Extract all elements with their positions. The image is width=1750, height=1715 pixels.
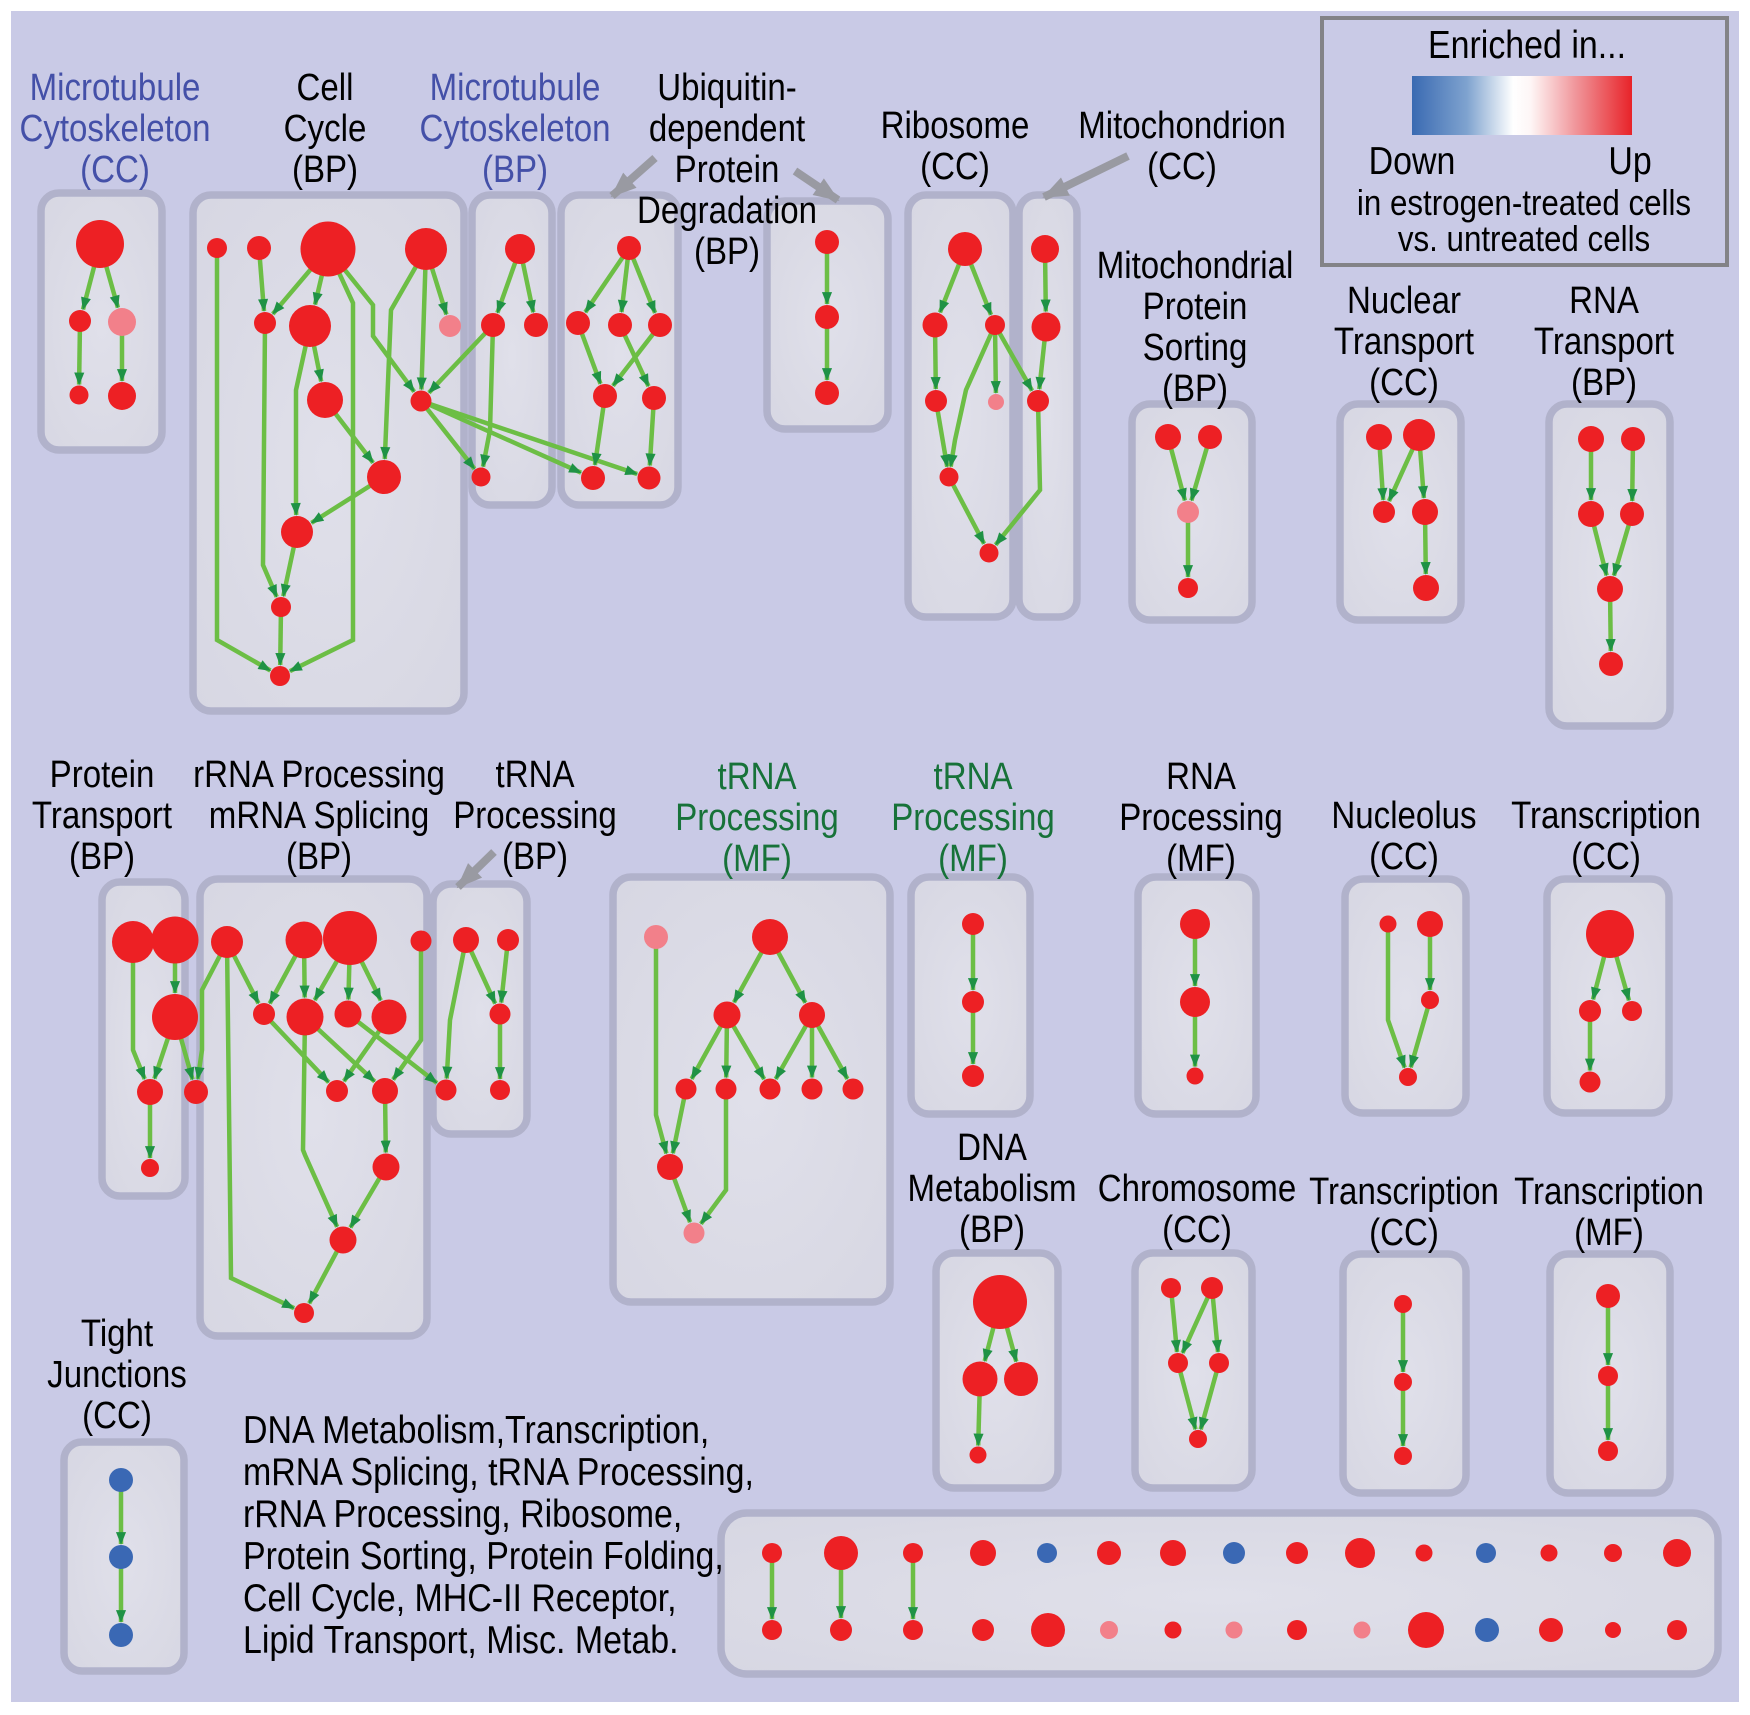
- svg-text:Ribosome: Ribosome: [881, 104, 1030, 147]
- svg-text:(CC): (CC): [1162, 1208, 1232, 1251]
- svg-text:(CC): (CC): [1147, 145, 1217, 188]
- svg-text:(MF): (MF): [938, 837, 1008, 880]
- svg-text:rRNA Processing: rRNA Processing: [193, 753, 445, 796]
- svg-text:in estrogen-treated cells: in estrogen-treated cells: [1357, 183, 1691, 224]
- svg-text:dependent: dependent: [649, 107, 805, 150]
- svg-text:Processing: Processing: [675, 796, 839, 839]
- svg-text:Sorting: Sorting: [1143, 326, 1248, 369]
- svg-text:DNA Metabolism,Transcription,: DNA Metabolism,Transcription,: [243, 1408, 709, 1452]
- svg-text:Microtubule: Microtubule: [30, 66, 201, 109]
- svg-text:Processing: Processing: [891, 796, 1055, 839]
- svg-text:Metabolism: Metabolism: [907, 1167, 1076, 1210]
- svg-text:(BP): (BP): [69, 835, 135, 878]
- svg-text:Protein: Protein: [50, 753, 155, 796]
- svg-text:Chromosome: Chromosome: [1098, 1167, 1296, 1210]
- svg-text:Cytoskeleton: Cytoskeleton: [19, 107, 210, 150]
- svg-text:(BP): (BP): [1162, 367, 1228, 410]
- svg-text:(BP): (BP): [694, 230, 760, 273]
- svg-text:Transport: Transport: [1334, 320, 1474, 363]
- svg-text:Nuclear: Nuclear: [1347, 279, 1461, 322]
- svg-text:Enriched in...: Enriched in...: [1428, 23, 1626, 67]
- svg-text:Transcription: Transcription: [1511, 794, 1701, 837]
- svg-text:Down: Down: [1369, 139, 1456, 183]
- svg-text:tRNA: tRNA: [718, 755, 797, 798]
- svg-text:(BP): (BP): [1571, 361, 1637, 404]
- svg-text:Transcription: Transcription: [1514, 1170, 1704, 1213]
- svg-text:(BP): (BP): [959, 1208, 1025, 1251]
- svg-text:(CC): (CC): [920, 145, 990, 188]
- svg-text:(CC): (CC): [80, 148, 150, 191]
- svg-text:rRNA Processing, Ribosome,: rRNA Processing, Ribosome,: [243, 1492, 682, 1536]
- svg-text:(MF): (MF): [1574, 1211, 1644, 1254]
- svg-text:(BP): (BP): [292, 148, 358, 191]
- svg-text:Cycle: Cycle: [284, 107, 367, 150]
- svg-text:Processing: Processing: [1119, 796, 1283, 839]
- svg-text:Protein: Protein: [675, 148, 780, 191]
- svg-text:Up: Up: [1608, 139, 1651, 183]
- svg-text:vs. untreated cells: vs. untreated cells: [1398, 219, 1650, 260]
- svg-text:Transport: Transport: [32, 794, 172, 837]
- svg-text:Mitochondrion: Mitochondrion: [1078, 104, 1286, 147]
- svg-text:mRNA Splicing, tRNA Processing: mRNA Splicing, tRNA Processing,: [243, 1450, 754, 1494]
- svg-text:Ubiquitin-: Ubiquitin-: [657, 66, 797, 109]
- svg-text:Cell: Cell: [297, 66, 354, 109]
- svg-text:tRNA: tRNA: [496, 753, 575, 796]
- svg-text:Processing: Processing: [453, 794, 617, 837]
- svg-text:(CC): (CC): [1369, 1211, 1439, 1254]
- svg-text:Protein Sorting, Protein Foldi: Protein Sorting, Protein Folding,: [243, 1534, 724, 1578]
- svg-text:Microtubule: Microtubule: [430, 66, 601, 109]
- svg-text:tRNA: tRNA: [934, 755, 1013, 798]
- svg-text:RNA: RNA: [1569, 279, 1639, 322]
- svg-text:(MF): (MF): [1166, 837, 1236, 880]
- svg-text:Lipid Transport, Misc. Metab.: Lipid Transport, Misc. Metab.: [243, 1618, 679, 1662]
- svg-text:RNA: RNA: [1166, 755, 1236, 798]
- svg-text:Cytoskeleton: Cytoskeleton: [419, 107, 610, 150]
- svg-text:Tight: Tight: [81, 1312, 153, 1355]
- svg-text:(BP): (BP): [286, 835, 352, 878]
- svg-text:Junctions: Junctions: [47, 1353, 187, 1396]
- svg-text:Nucleolus: Nucleolus: [1331, 794, 1476, 837]
- svg-text:(CC): (CC): [1369, 835, 1439, 878]
- svg-text:Transcription: Transcription: [1309, 1170, 1499, 1213]
- svg-text:(BP): (BP): [502, 835, 568, 878]
- svg-text:(BP): (BP): [482, 148, 548, 191]
- svg-text:Transport: Transport: [1534, 320, 1674, 363]
- svg-text:(CC): (CC): [82, 1394, 152, 1437]
- svg-text:(CC): (CC): [1571, 835, 1641, 878]
- svg-text:mRNA Splicing: mRNA Splicing: [209, 794, 429, 837]
- svg-text:Cell Cycle, MHC-II Receptor,: Cell Cycle, MHC-II Receptor,: [243, 1576, 677, 1620]
- svg-text:Protein: Protein: [1143, 285, 1248, 328]
- svg-text:Mitochondrial: Mitochondrial: [1097, 244, 1294, 287]
- svg-text:DNA: DNA: [957, 1126, 1027, 1169]
- svg-text:(CC): (CC): [1369, 361, 1439, 404]
- svg-text:Degradation: Degradation: [637, 189, 817, 232]
- svg-text:(MF): (MF): [722, 837, 792, 880]
